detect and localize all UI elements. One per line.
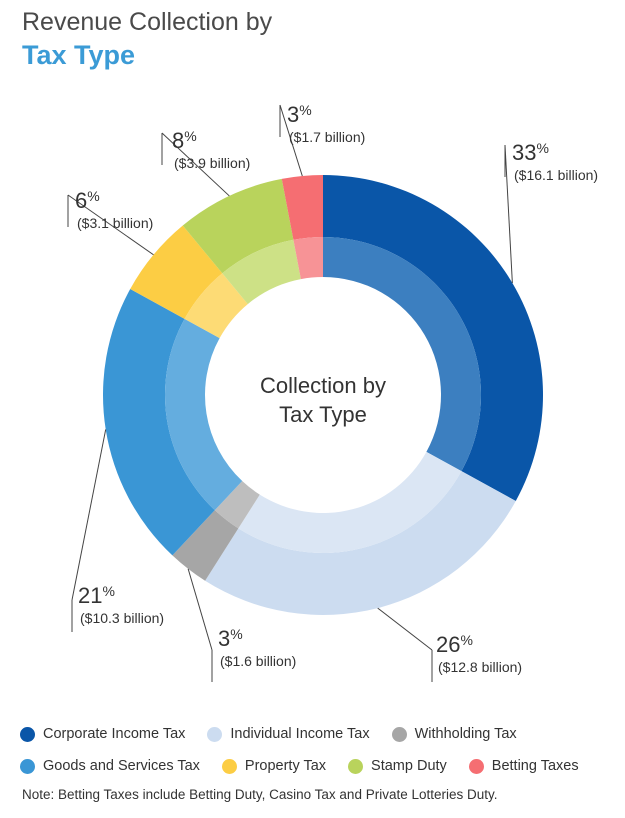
value-label-6: ($1.7 billion) xyxy=(289,129,365,145)
callout-1: 26% ($12.8 billion) xyxy=(377,607,522,682)
legend-label: Betting Taxes xyxy=(491,758,579,774)
value-label-0: ($16.1 billion) xyxy=(514,167,598,183)
leader-line-4 xyxy=(67,194,154,256)
legend-item: Property Tax xyxy=(221,758,327,774)
callout-0: 33% ($16.1 billion) xyxy=(504,140,598,284)
slice-outer-1 xyxy=(205,471,516,615)
leader-line-2 xyxy=(187,568,213,651)
callout-6: 3% ($1.7 billion) xyxy=(279,102,365,177)
center-label-line1: Collection by xyxy=(260,373,386,398)
slice-inner-1 xyxy=(238,451,462,553)
slice-outer-2 xyxy=(172,510,239,581)
leader-line-1 xyxy=(377,607,433,651)
legend-item: Stamp Duty xyxy=(348,758,447,774)
legend-row-0: Corporate Income Tax Individual Income Ta… xyxy=(20,718,620,750)
slice-inner-6 xyxy=(293,237,323,280)
leader-line-6 xyxy=(279,104,303,177)
legend-label: Property Tax xyxy=(244,758,327,774)
leader-line-0 xyxy=(504,144,513,284)
slice-outer-4 xyxy=(130,225,223,319)
slice-inner-0 xyxy=(323,237,481,472)
value-label-3: ($10.3 billion) xyxy=(80,610,164,626)
slice-inner-4 xyxy=(184,273,248,339)
legend-label: Stamp Duty xyxy=(371,758,447,774)
slice-outer-6 xyxy=(281,175,323,240)
footnote: Note: Betting Taxes include Betting Duty… xyxy=(22,787,498,802)
slice-outer-0 xyxy=(323,175,543,501)
legend-item: Corporate Income Tax xyxy=(20,726,185,742)
center-label-line2: Tax Type xyxy=(279,402,367,427)
value-label-4: ($3.1 billion) xyxy=(77,215,153,231)
pct-label-0: 33% xyxy=(512,140,549,165)
leader-line-3 xyxy=(71,429,107,601)
legend-item: Withholding Tax xyxy=(391,726,517,742)
legend-swatch-icon xyxy=(348,758,364,774)
slice-inner-2 xyxy=(214,481,260,529)
slice-outer-3 xyxy=(103,289,215,556)
legend-swatch-icon xyxy=(20,726,35,742)
value-label-2: ($1.6 billion) xyxy=(220,653,296,669)
legend-item: Goods and Services Tax xyxy=(20,758,200,774)
legend-label: Corporate Income Tax xyxy=(43,726,186,742)
legend-row-1: Goods and Services Tax Property Tax Stamp … xyxy=(20,750,620,782)
donut-chart: Collection by Tax Type 33% ($16.1 billion) 2… xyxy=(67,102,598,682)
chart-legend: Corporate Income Tax Individual Income Ta… xyxy=(20,718,620,782)
chart-title-line2: Tax Type xyxy=(22,40,136,70)
pct-label-4: 6% xyxy=(75,188,100,213)
legend-swatch-icon xyxy=(221,758,237,774)
legend-label: Goods and Services Tax xyxy=(43,758,200,774)
slice-outer-5 xyxy=(182,178,294,274)
legend-label: Withholding Tax xyxy=(414,726,517,742)
legend-item: Betting Taxes xyxy=(468,758,579,774)
legend-label: Individual Income Tax xyxy=(230,726,370,742)
value-label-1: ($12.8 billion) xyxy=(438,659,522,675)
value-label-5: ($3.9 billion) xyxy=(174,155,250,171)
chart-title-line1: Revenue Collection by xyxy=(22,8,273,36)
pct-label-5: 8% xyxy=(172,128,197,153)
slice-inner-5 xyxy=(222,239,301,305)
pct-label-2: 3% xyxy=(218,626,243,651)
callout-5: 8% ($3.9 billion) xyxy=(161,128,250,197)
legend-swatch-icon xyxy=(468,758,484,774)
pct-label-1: 26% xyxy=(436,632,473,657)
callout-2: 3% ($1.6 billion) xyxy=(187,568,296,682)
callout-4: 6% ($3.1 billion) xyxy=(67,188,154,256)
legend-swatch-icon xyxy=(20,758,35,774)
legend-item: Individual Income Tax xyxy=(207,726,370,742)
pct-label-3: 21% xyxy=(78,583,115,608)
legend-swatch-icon xyxy=(391,726,407,742)
pct-label-6: 3% xyxy=(287,102,312,127)
legend-swatch-icon xyxy=(207,726,223,742)
slice-inner-3 xyxy=(165,318,243,511)
callout-3: 21% ($10.3 billion) xyxy=(71,429,164,632)
leader-line-5 xyxy=(161,132,230,197)
